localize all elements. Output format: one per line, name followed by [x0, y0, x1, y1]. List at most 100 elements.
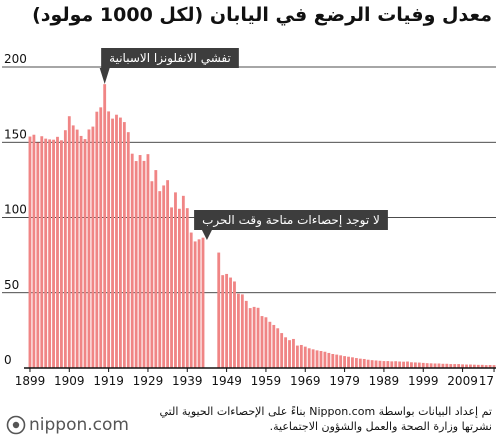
x-tick-label: 1979 — [329, 374, 360, 388]
bar — [115, 114, 118, 368]
bar — [378, 360, 382, 368]
axes — [24, 367, 496, 372]
x-tick-label: 1929 — [133, 374, 164, 388]
bar — [134, 161, 138, 368]
annotation-spanish-flu-pointer — [99, 68, 110, 84]
bar — [60, 140, 63, 368]
bar — [445, 363, 449, 368]
bar — [465, 364, 468, 368]
bar — [311, 349, 315, 368]
y-tick-label: 150 — [4, 127, 27, 141]
bar — [327, 352, 331, 368]
bar — [429, 363, 433, 368]
bar — [36, 142, 40, 368]
bar — [119, 117, 122, 369]
bar — [441, 363, 445, 368]
bar — [87, 129, 91, 368]
bar — [276, 328, 280, 368]
bar — [382, 361, 386, 368]
bar — [260, 316, 264, 368]
annotation-spanish-flu: تفشي الانفلونزا الاسبانية — [99, 48, 239, 84]
annotation-no-wartime-stats-text: لا توجد إحصاءات متاحة وقت الحرب — [202, 213, 380, 228]
bar — [288, 340, 291, 368]
bar — [402, 361, 405, 368]
bar — [480, 364, 484, 368]
bar — [177, 208, 181, 368]
bar — [390, 361, 394, 368]
bar — [343, 356, 347, 368]
bar — [233, 281, 236, 368]
bar — [240, 294, 244, 368]
bar — [410, 362, 413, 368]
tick-labels: 0 50 100 150 200 1899 1909 1919 1929 1939 1949 1959… — [4, 52, 494, 388]
x-tick-label: 1969 — [290, 374, 321, 388]
bar — [406, 361, 409, 368]
bar — [292, 338, 295, 368]
bar — [295, 345, 299, 368]
bar — [358, 358, 362, 368]
bar — [398, 361, 402, 368]
annotation-no-wartime-stats-box — [194, 210, 388, 230]
source-line: نشرتها وزارة الصحة والعمل والشؤون الاجتم… — [269, 420, 492, 433]
nippon-logo-icon — [6, 415, 26, 435]
bar — [67, 116, 71, 368]
bar — [386, 361, 390, 368]
y-tick-label: 200 — [4, 52, 27, 66]
bar — [323, 351, 327, 368]
bar — [492, 365, 496, 368]
bars — [28, 84, 496, 369]
bar — [362, 358, 366, 368]
bar — [28, 136, 32, 368]
y-tick-label: 0 — [4, 353, 12, 367]
bar — [256, 307, 260, 368]
bar — [71, 125, 75, 368]
bar — [146, 154, 150, 368]
bar — [44, 138, 48, 368]
bar — [469, 364, 472, 368]
bar — [130, 153, 134, 368]
bar — [83, 139, 87, 368]
bar — [339, 355, 343, 368]
annotation-spanish-flu-text: تفشي الانفلونزا الاسبانية — [109, 51, 231, 66]
bar — [315, 350, 319, 368]
bar — [433, 363, 437, 368]
bar — [335, 354, 339, 368]
bar — [52, 139, 55, 368]
bar — [32, 134, 36, 368]
bar — [425, 363, 429, 368]
bar — [75, 129, 79, 368]
bar — [437, 363, 441, 368]
bar — [244, 300, 248, 368]
bar — [189, 232, 193, 368]
bar — [248, 308, 252, 368]
bar — [197, 239, 201, 368]
bar — [303, 346, 307, 368]
bar — [107, 111, 111, 369]
bar — [225, 273, 229, 368]
bar — [103, 84, 107, 369]
bar — [331, 354, 335, 368]
bar — [229, 277, 232, 368]
bar — [40, 136, 44, 368]
infant-mortality-chart: 0 50 100 150 200 1899 1909 1919 1929 1939 1949 1959… — [2, 48, 496, 388]
bar — [354, 358, 358, 368]
x-tick-label: 1959 — [251, 374, 282, 388]
bar — [142, 160, 146, 368]
bar — [91, 126, 95, 369]
bar — [421, 362, 425, 368]
bar — [280, 333, 284, 368]
bar — [351, 357, 354, 368]
bar — [154, 170, 158, 368]
bar — [476, 364, 480, 368]
bar — [56, 136, 59, 368]
bar — [221, 275, 225, 368]
annotation-spanish-flu-box — [101, 48, 239, 68]
bar — [158, 191, 162, 368]
x-tick-label: 1999 — [408, 374, 439, 388]
nippon-logo: nippon.com — [6, 414, 129, 436]
x-tick-label: 1989 — [369, 374, 400, 388]
bar — [347, 356, 350, 368]
bar — [472, 364, 476, 368]
bar — [95, 111, 99, 369]
bar — [449, 364, 453, 368]
